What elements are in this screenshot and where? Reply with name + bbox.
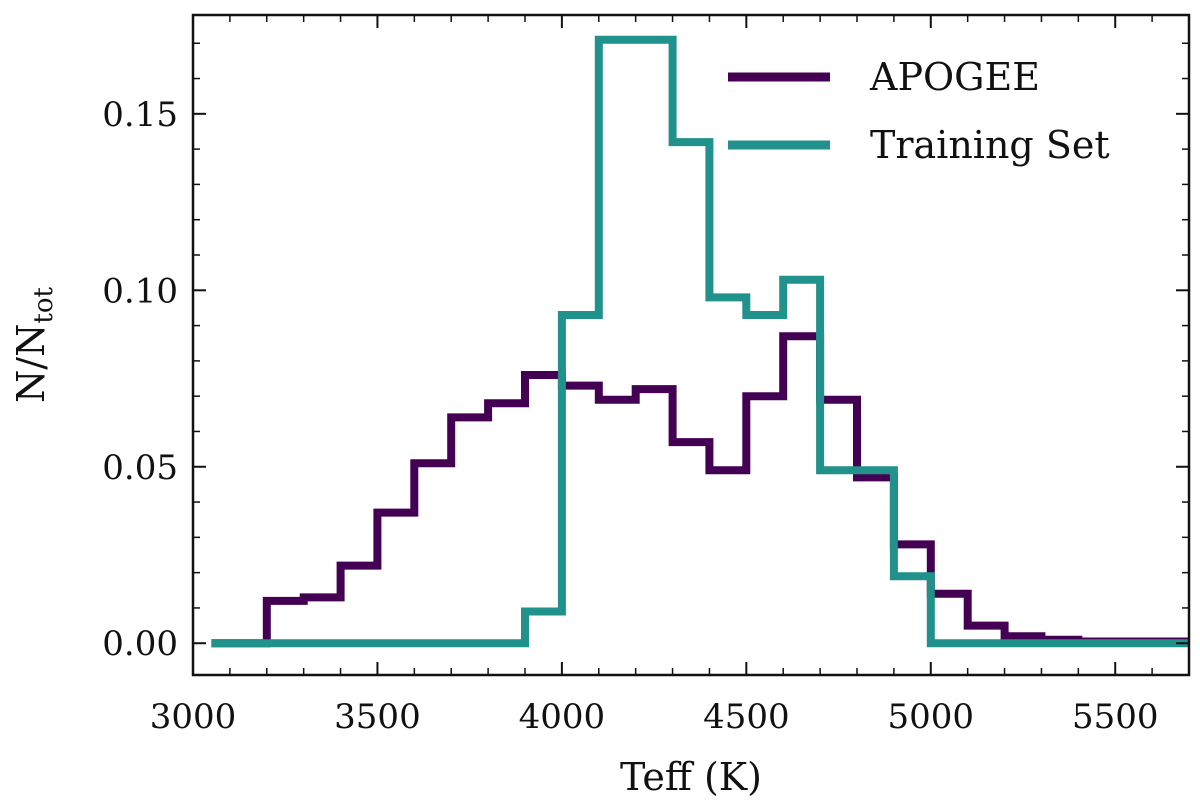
y-tick-label: 0.00 bbox=[102, 624, 178, 664]
x-tick-label: 4000 bbox=[519, 697, 606, 737]
legend: APOGEE Training Set bbox=[728, 55, 1110, 167]
legend-label-apogee: APOGEE bbox=[869, 55, 1040, 99]
ticks-layer bbox=[192, 15, 1190, 675]
x-tick-label: 3000 bbox=[150, 697, 237, 737]
y-axis-title-main: N/N bbox=[9, 324, 53, 403]
x-axis-title: Teff (K) bbox=[620, 755, 762, 799]
x-tick-label: 3500 bbox=[334, 697, 421, 737]
plot-frame bbox=[191, 13, 1191, 677]
y-tick-label: 0.15 bbox=[102, 95, 178, 135]
legend-label-training-set: Training Set bbox=[870, 123, 1110, 167]
x-tick-label: 4500 bbox=[703, 697, 790, 737]
y-tick-label: 0.05 bbox=[102, 448, 178, 488]
series-layer bbox=[211, 35, 1189, 648]
series-training-set bbox=[211, 35, 1189, 648]
x-tick-label: 5000 bbox=[888, 697, 975, 737]
y-axis-title-subscript: tot bbox=[29, 287, 59, 324]
x-tick-label: 5500 bbox=[1072, 697, 1159, 737]
series-apogee bbox=[211, 332, 1189, 648]
y-tick-label: 0.10 bbox=[102, 271, 178, 311]
svg-text:N/Ntot: N/Ntot bbox=[9, 287, 59, 403]
labels-layer: 3000 3500 4000 4500 5000 5500 0.00 0.05 0.10 0.15 bbox=[102, 95, 1158, 737]
y-axis-title: N/Ntot bbox=[9, 287, 59, 403]
